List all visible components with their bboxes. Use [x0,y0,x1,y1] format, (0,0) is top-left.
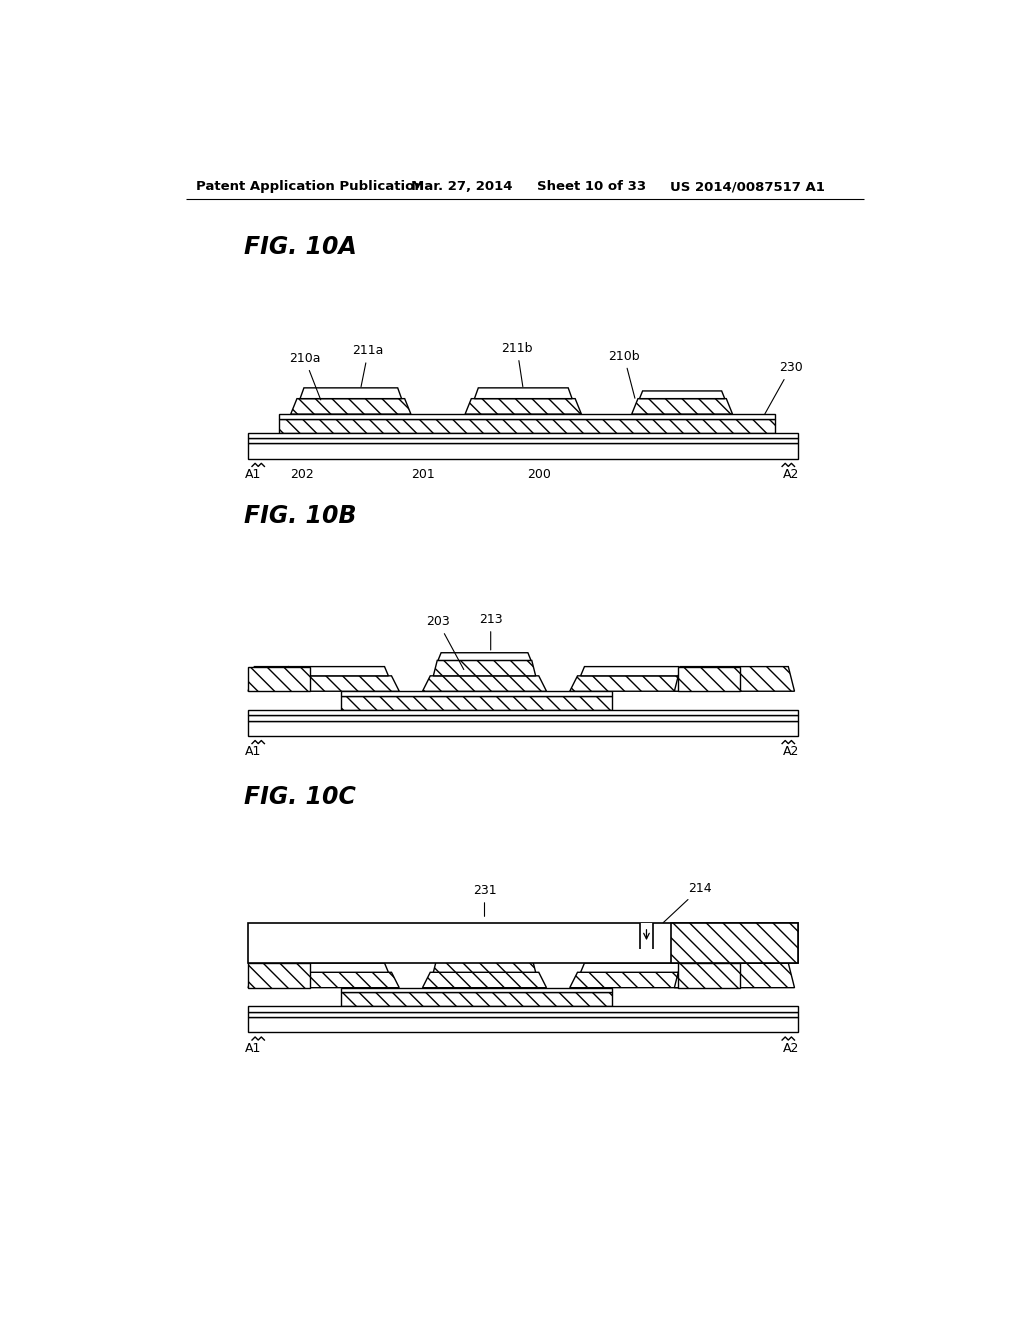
Bar [280,414,775,418]
Polygon shape [285,667,388,676]
Bar [248,964,310,987]
Text: 231: 231 [473,884,497,916]
Text: 213: 213 [479,612,503,649]
Text: FIG. 10C: FIG. 10C [245,785,356,809]
Polygon shape [438,949,531,957]
Text: 203: 203 [426,615,464,669]
Text: US 2014/0087517 A1: US 2014/0087517 A1 [671,181,825,194]
Polygon shape [640,391,725,399]
Polygon shape [465,399,582,414]
Polygon shape [341,696,612,710]
Bar [248,923,799,964]
Text: Patent Application Publication: Patent Application Publication [197,181,424,194]
Polygon shape [280,418,775,433]
Text: 200: 200 [526,469,551,480]
Bar [671,923,799,964]
Polygon shape [433,660,536,676]
Text: 210b: 210b [608,350,640,399]
Text: A2: A2 [783,469,800,480]
Polygon shape [248,964,295,987]
Text: A1: A1 [246,469,262,480]
Polygon shape [423,973,547,987]
Bar [341,692,612,696]
Polygon shape [569,973,693,987]
Text: 214: 214 [664,882,712,923]
Bar [248,1016,799,1032]
Bar [248,710,799,715]
Polygon shape [423,676,547,692]
Polygon shape [341,993,612,1006]
Text: 211b: 211b [502,342,532,387]
Polygon shape [273,676,399,692]
Bar [248,1006,799,1011]
Polygon shape [474,388,572,399]
Text: 210a: 210a [289,352,321,400]
Bar [248,438,799,444]
Text: A2: A2 [783,746,800,758]
Polygon shape [438,653,531,660]
Text: 230: 230 [765,362,803,414]
Text: 211a: 211a [352,345,384,387]
Text: 202: 202 [290,469,313,480]
Text: 201: 201 [411,469,434,480]
Bar [248,444,799,459]
Text: A1: A1 [246,746,262,758]
Text: A2: A2 [783,1041,800,1055]
Bar [678,964,740,987]
Polygon shape [581,667,683,676]
Polygon shape [273,973,399,987]
Polygon shape [433,957,536,973]
Polygon shape [675,964,795,987]
Text: FIG. 10B: FIG. 10B [245,504,356,528]
Polygon shape [285,964,388,973]
Text: Sheet 10 of 33: Sheet 10 of 33 [538,181,646,194]
Bar [248,433,799,438]
Polygon shape [248,667,295,692]
Bar [248,667,310,692]
Bar [248,1011,799,1016]
Polygon shape [569,676,693,692]
Polygon shape [291,399,411,414]
Bar [640,923,653,949]
Text: A1: A1 [246,1041,262,1055]
Polygon shape [300,388,401,399]
Polygon shape [675,667,795,692]
Bar [248,715,799,721]
Bar [248,721,799,737]
Text: FIG. 10A: FIG. 10A [245,235,357,259]
Polygon shape [581,964,683,973]
Bar [678,667,740,692]
Text: Mar. 27, 2014: Mar. 27, 2014 [411,181,512,194]
Polygon shape [632,399,732,414]
Bar [341,987,612,993]
